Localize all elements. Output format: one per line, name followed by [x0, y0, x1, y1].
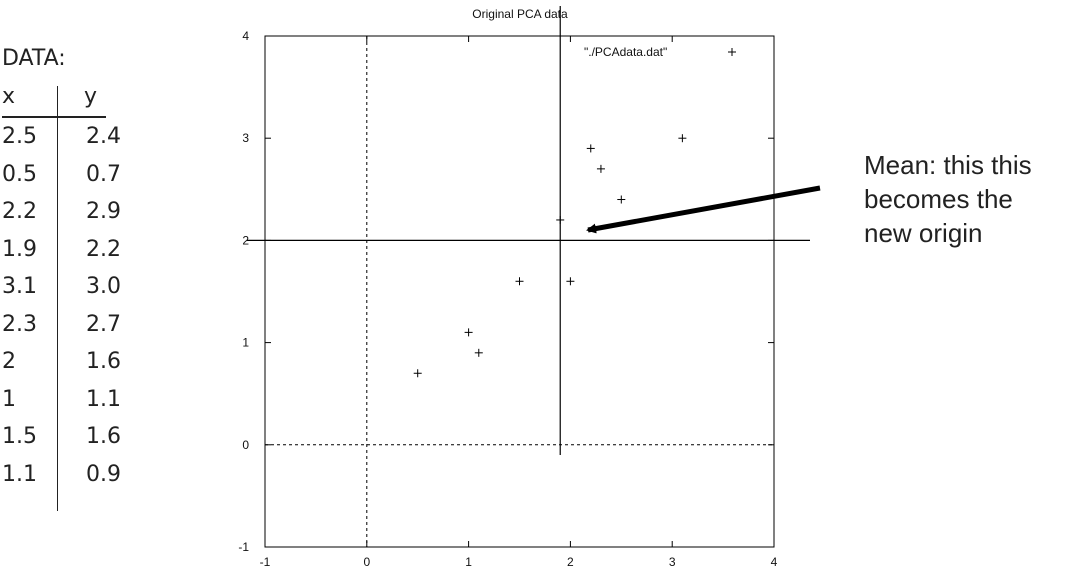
header-x: x	[2, 84, 16, 109]
annotation-line-2: becomes the	[864, 184, 1013, 214]
cell-y: 2.9	[86, 199, 121, 224]
cell-x: 2.3	[2, 311, 37, 337]
x-tick-label: 3	[669, 555, 676, 569]
table-row: 2.3 2.7	[2, 308, 132, 346]
cell-x: 2.5	[2, 124, 37, 149]
table-row: 0.5 0.7	[2, 158, 132, 196]
data-point	[413, 369, 422, 378]
cell-x: 1.5	[2, 424, 37, 449]
x-tick-label: 0	[363, 555, 370, 569]
data-point	[678, 134, 687, 143]
y-tick-label: 3	[242, 131, 249, 145]
data-point	[464, 328, 473, 337]
data-point	[515, 277, 524, 286]
annotation-line-1: Mean: this this	[864, 150, 1032, 180]
table-row: 1.9 2.2	[2, 233, 132, 271]
table-row: 2.2 2.9	[2, 195, 132, 233]
x-tick-label: 2	[567, 555, 574, 569]
cell-y: 2.4	[86, 124, 121, 149]
table-row: 1.1 0.9	[2, 458, 132, 496]
table-row: 2.5 2.4	[2, 120, 132, 158]
table-title: DATA:	[2, 46, 66, 71]
axes-layer	[246, 6, 810, 547]
header-y: y	[84, 84, 98, 109]
cell-x: 3.1	[2, 274, 37, 299]
cell-y: 2.7	[86, 311, 121, 337]
cell-y: 0.7	[86, 161, 121, 187]
points-layer	[413, 134, 687, 378]
table-row: 1.5 1.6	[2, 420, 132, 458]
header-rule	[2, 116, 106, 118]
x-tick-label: -1	[260, 555, 271, 569]
cell-x: 2.2	[2, 199, 37, 224]
mean-annotation: Mean: this this becomes the new origin	[864, 148, 1032, 250]
table-rows: 2.5 2.4 0.5 0.7 2.2 2.9 1.9 2.2 3.1 3.0 2.3 2.…	[2, 120, 132, 495]
annotation-arrow	[586, 185, 821, 234]
table-row: 3.1 3.0	[2, 270, 132, 308]
ticks-layer: -1 0 1 2 3 4 -1 0 1 2 3 4	[238, 29, 777, 569]
legend-label: "./PCAdata.dat"	[584, 45, 667, 59]
cell-x: 1.9	[2, 236, 37, 262]
cell-y: 3.0	[86, 274, 121, 299]
y-tick-label: -1	[238, 540, 249, 554]
annotation-line-3: new origin	[864, 218, 983, 248]
data-point	[474, 348, 483, 357]
data-point	[617, 195, 626, 204]
cell-y: 2.2	[86, 236, 121, 262]
data-point	[556, 215, 565, 224]
data-point	[596, 164, 605, 173]
table-row: 2 1.6	[2, 345, 132, 383]
column-rule	[57, 86, 58, 511]
chart-title: Original PCA data	[472, 7, 568, 21]
cell-y: 0.9	[86, 461, 121, 487]
x-tick-label: 1	[465, 555, 472, 569]
legend-marker	[728, 48, 736, 56]
y-tick-label: 2	[242, 233, 249, 247]
cell-y: 1.1	[86, 386, 121, 412]
cell-x: 2	[2, 349, 16, 374]
y-tick-label: 1	[242, 336, 249, 350]
data-point	[566, 277, 575, 286]
cell-x: 1	[2, 386, 16, 412]
cell-y: 1.6	[86, 424, 121, 449]
x-tick-label: 4	[771, 555, 778, 569]
data-point	[586, 144, 595, 153]
cell-y: 1.6	[86, 349, 121, 374]
plot-frame	[264, 35, 775, 548]
cell-x: 0.5	[2, 161, 37, 187]
cell-x: 1.1	[2, 461, 37, 487]
table-row: 1 1.1	[2, 383, 132, 421]
y-tick-label: 0	[242, 438, 249, 452]
y-tick-label: 4	[242, 29, 249, 43]
